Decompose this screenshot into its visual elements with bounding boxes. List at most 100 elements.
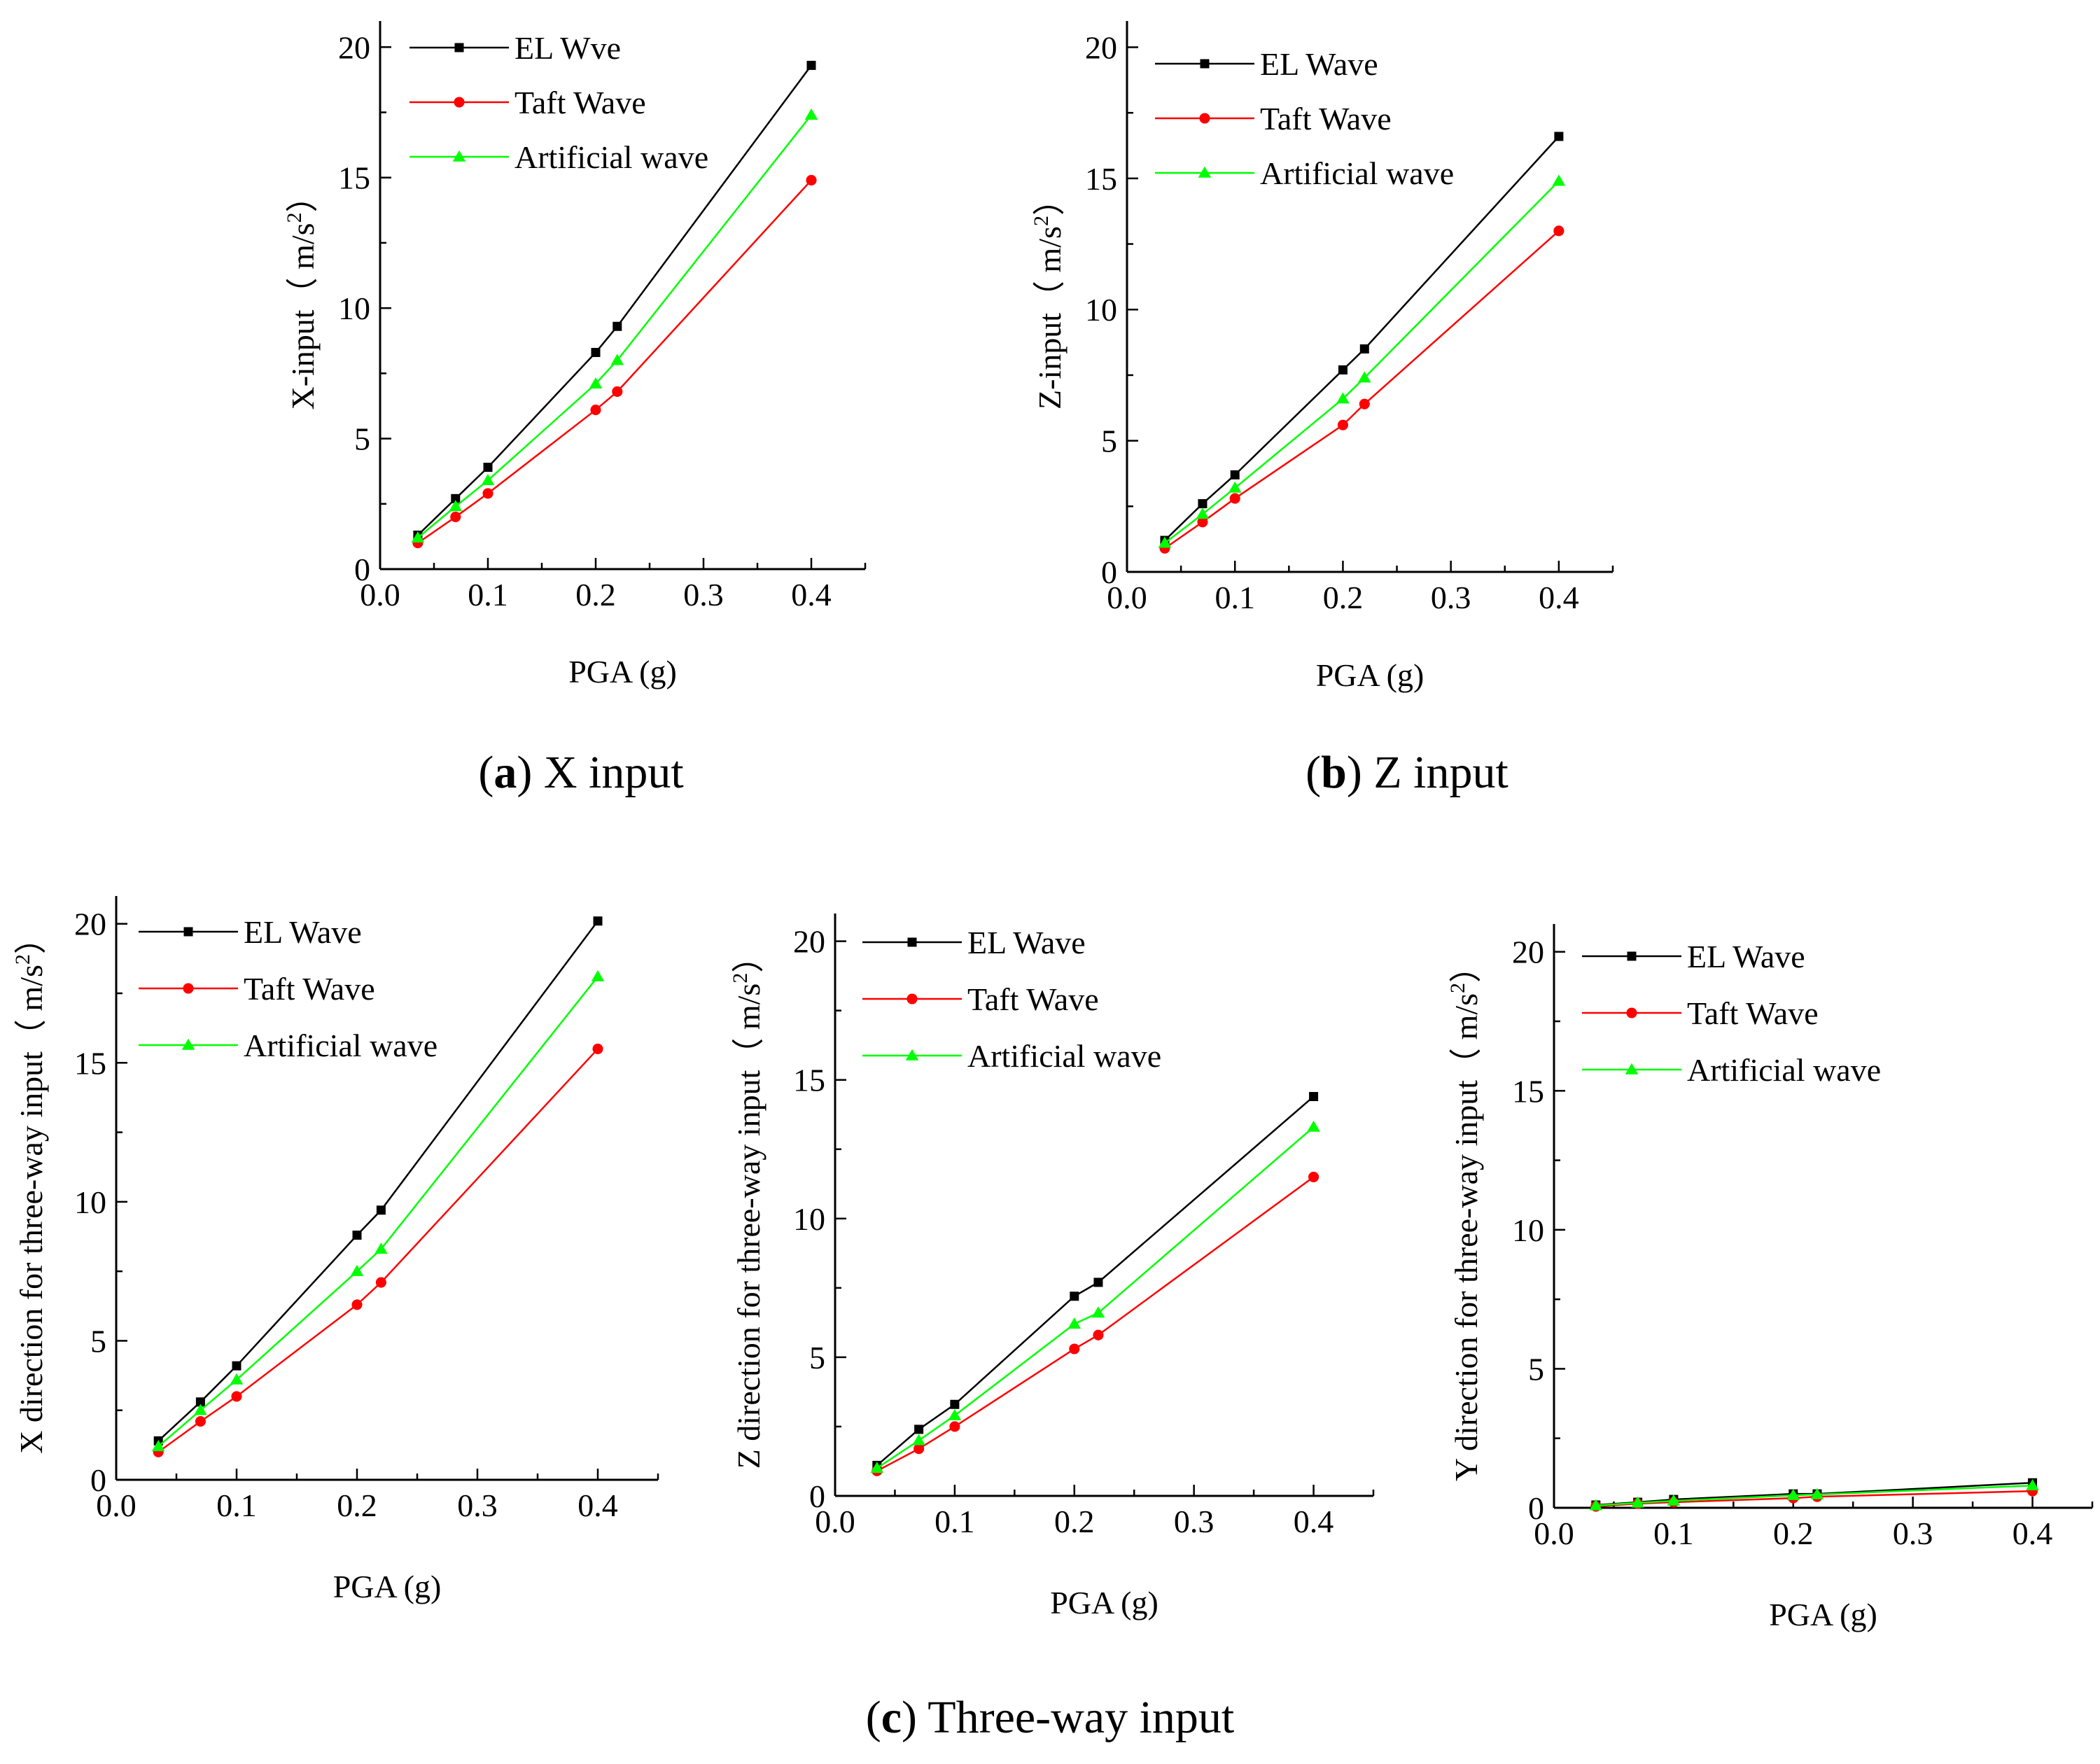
x-axis-title: PGA (g) — [1050, 1585, 1158, 1620]
data-point-artificial — [411, 531, 425, 542]
x-tick-label: 0.4 — [2012, 1516, 2053, 1551]
data-point-taft — [1069, 1343, 1080, 1354]
chart-panel-c-y: 0.0 0.1 0.2 0.3 0.4 0 5 10 15 20 PGA (g) Y directio… — [1446, 924, 2094, 1632]
data-point-taft — [231, 1391, 242, 1402]
data-point-artificial — [350, 1264, 364, 1276]
data-point-taft — [612, 386, 623, 397]
data-point-taft — [351, 1299, 363, 1310]
data-point-el — [232, 1361, 241, 1371]
data-point-el — [1198, 499, 1208, 509]
y-tick-label: 15 — [338, 160, 370, 196]
data-point-taft — [806, 174, 817, 186]
legend-label-taft: Taft Wave — [244, 971, 375, 1007]
data-point-taft — [195, 1416, 206, 1427]
legend-marker-artificial — [181, 1038, 195, 1050]
x-tick-label: 0.3 — [1431, 580, 1471, 615]
data-point-taft — [375, 1277, 386, 1288]
x-tick-label: 0.0 — [1534, 1516, 1574, 1551]
legend-marker-artificial — [1198, 166, 1212, 178]
data-point-artificial — [1196, 507, 1210, 519]
data-point-el — [914, 1424, 924, 1434]
data-point-artificial — [1667, 1494, 1681, 1506]
x-tick-label: 0.1 — [934, 1504, 975, 1539]
x-tick-label: 0.2 — [337, 1488, 377, 1523]
y-tick-label: 0 — [1101, 554, 1117, 590]
legend-marker-el — [454, 43, 464, 52]
data-point-el — [591, 348, 601, 358]
legend-label-taft: Taft Wave — [967, 981, 1099, 1017]
x-axis-title: PGA (g) — [1769, 1597, 1877, 1632]
data-point-artificial — [1228, 481, 1242, 493]
x-tick-label: 0.3 — [683, 577, 724, 612]
y-axis-title-main: X-input（ m/s — [285, 223, 321, 410]
y-tick-label: 15 — [74, 1045, 106, 1081]
data-point-artificial — [1631, 1496, 1644, 1508]
caption-c-letter: c — [881, 1692, 902, 1743]
y-axis-title-superscript: 2 — [1446, 983, 1469, 993]
y-tick-label: 0 — [90, 1462, 106, 1498]
x-tick-label: 0.1 — [468, 577, 508, 612]
y-axis-title: X direction for three-way input（ m/s2） — [11, 922, 49, 1454]
x-tick-label: 0.0 — [1107, 580, 1147, 615]
y-tick-label: 20 — [1085, 29, 1117, 65]
y-tick-label: 10 — [793, 1201, 825, 1237]
caption-a-text: X input — [532, 747, 683, 798]
series-line-taft — [417, 179, 812, 544]
legend-label-el: EL Wve — [514, 30, 621, 66]
legend-label-el: EL Wave — [967, 925, 1086, 960]
series-line-el — [158, 920, 599, 1442]
y-axis-title-main: Z direction for three-way input（ m/s — [731, 983, 766, 1469]
y-axis-title-main: Y direction for three-way input（ m/s — [1448, 993, 1484, 1481]
y-tick-label: 0 — [809, 1478, 825, 1514]
y-axis-title-superscript: 2 — [11, 954, 34, 965]
data-point-artificial — [374, 1242, 388, 1254]
y-tick-label: 10 — [74, 1184, 106, 1220]
data-point-artificial — [1068, 1317, 1082, 1329]
data-point-el — [1070, 1292, 1079, 1301]
legend-label-artificial: Artificial wave — [514, 139, 708, 175]
x-tick-label: 0.3 — [457, 1488, 498, 1523]
y-tick-label: 15 — [1085, 161, 1117, 197]
series-line-taft — [158, 1048, 598, 1453]
data-point-el — [483, 463, 493, 472]
data-point-artificial — [589, 377, 603, 388]
x-tick-label: 0.1 — [1214, 580, 1255, 615]
x-tick-label: 0.1 — [216, 1488, 257, 1523]
chart-panel-c-z: 0.0 0.1 0.2 0.3 0.4 0 5 10 15 20 PGA (g) Z directio… — [729, 913, 1375, 1620]
x-tick-label: 0.3 — [1893, 1516, 1933, 1551]
legend-marker-el — [907, 937, 917, 947]
data-point-artificial — [1358, 371, 1371, 383]
legend-label-taft: Taft Wave — [1260, 101, 1392, 136]
y-axis-title-superscript: 2 — [1030, 216, 1053, 226]
series-line-el — [417, 64, 813, 536]
y-tick-label: 5 — [1528, 1351, 1544, 1387]
y-tick-label: 15 — [1512, 1073, 1544, 1109]
x-tick-label: 0.4 — [1294, 1504, 1334, 1539]
data-point-taft — [1229, 493, 1240, 504]
legend-marker-taft — [183, 983, 194, 994]
series-line-artificial — [158, 976, 598, 1448]
data-point-artificial — [870, 1462, 884, 1474]
x-tick-label: 0.4 — [578, 1488, 618, 1523]
series-line-artificial — [1164, 180, 1560, 544]
data-point-artificial — [230, 1373, 244, 1385]
data-point-artificial — [591, 969, 605, 981]
chart-panel-b: 0.0 0.1 0.2 0.3 0.4 0 5 10 15 20 PGA (g) Z-input（ m… — [1030, 21, 1614, 693]
legend-label-artificial: Artificial wave — [967, 1038, 1161, 1074]
data-point-taft — [482, 488, 493, 499]
data-point-artificial — [194, 1404, 207, 1415]
data-point-taft — [590, 405, 601, 416]
y-tick-label: 20 — [74, 906, 106, 942]
y-axis-title-main: X direction for three-way input（ m/s — [13, 965, 49, 1454]
legend-marker-artificial — [905, 1049, 919, 1060]
legend-label-taft: Taft Wave — [1687, 995, 1819, 1031]
legend-marker-el — [1200, 59, 1210, 69]
x-tick-label: 0.2 — [1773, 1516, 1814, 1551]
data-point-artificial — [610, 354, 624, 365]
data-point-taft — [1093, 1329, 1104, 1340]
x-axis-title: PGA (g) — [568, 654, 677, 690]
y-tick-label: 0 — [1528, 1490, 1544, 1526]
x-tick-label: 0.0 — [815, 1504, 855, 1539]
data-point-el — [612, 321, 622, 331]
